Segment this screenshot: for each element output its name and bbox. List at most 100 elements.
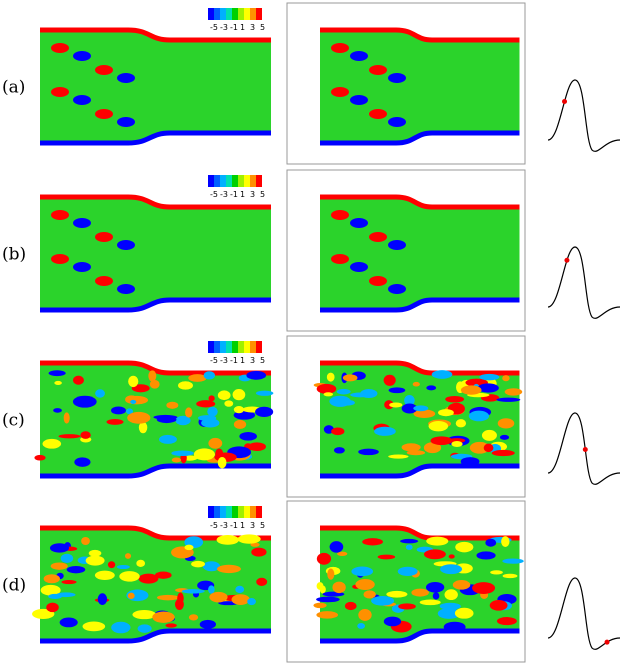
vortex	[165, 623, 177, 628]
colorbar-swatch	[208, 8, 214, 20]
colorbar-swatch	[238, 341, 244, 353]
vortex	[178, 381, 193, 390]
vortex	[426, 536, 449, 546]
vortex	[377, 554, 396, 560]
colorbar-swatch	[208, 506, 214, 518]
vortex	[117, 240, 135, 250]
vortex	[72, 375, 84, 385]
row: (b) -5 -3 -1 1 3 5	[2, 169, 621, 332]
vortex	[331, 87, 349, 97]
vortex	[502, 573, 518, 579]
vortex	[217, 456, 227, 469]
vortex	[43, 574, 60, 584]
vortex	[95, 389, 105, 398]
vortex	[483, 443, 494, 453]
vortex	[193, 448, 215, 461]
vortex	[386, 590, 408, 598]
vortex	[117, 284, 135, 294]
vortex	[388, 240, 406, 250]
row: (d) -5 -3 -1 1 3 5	[2, 500, 621, 663]
vortex	[154, 571, 172, 579]
vortex	[127, 411, 151, 424]
vortex	[384, 400, 394, 410]
colorbar-swatch	[214, 506, 220, 518]
vortex	[316, 596, 340, 603]
vortex	[166, 401, 179, 409]
vortex	[350, 262, 368, 272]
vortex	[137, 624, 152, 633]
colorbar-swatch	[214, 341, 220, 353]
vortex	[468, 410, 490, 422]
vortex	[388, 284, 406, 294]
vortex	[233, 406, 245, 414]
vortex	[248, 442, 266, 451]
vortex	[191, 560, 205, 568]
vortex	[196, 400, 216, 408]
vortex	[138, 421, 148, 434]
vortex	[374, 426, 396, 436]
vortex	[326, 372, 335, 382]
colorbar-swatch	[250, 341, 256, 353]
vortex	[423, 549, 446, 560]
colorbar-tick: -1	[230, 190, 238, 199]
vortex	[331, 210, 349, 220]
vortex	[256, 577, 268, 586]
vortex	[411, 588, 429, 597]
vortex	[358, 609, 372, 621]
phase-marker	[582, 446, 588, 452]
vortex	[439, 602, 461, 610]
colorbar-tick: -1	[230, 356, 238, 365]
vortex	[59, 617, 78, 628]
colorbar-tick: -5	[210, 23, 218, 32]
vortex	[106, 418, 124, 425]
vortex	[250, 542, 260, 547]
colorbar-tick: 5	[260, 190, 265, 199]
row-label: (c)	[2, 411, 25, 431]
vortex	[389, 402, 403, 408]
vortex	[451, 440, 463, 448]
colorbar-swatch	[244, 175, 250, 187]
vortex	[445, 395, 465, 403]
colorbar-tick: -3	[220, 23, 228, 32]
vortex	[251, 547, 267, 557]
vortex	[49, 543, 70, 553]
colorbar-tick: 3	[250, 23, 255, 32]
vortex	[117, 117, 135, 127]
vortex	[73, 95, 91, 105]
vortex	[504, 388, 523, 396]
vortex	[371, 595, 395, 606]
vortex	[360, 389, 378, 399]
vortex	[153, 414, 178, 420]
vortex	[199, 619, 216, 629]
vortex	[383, 616, 402, 627]
vortex	[94, 570, 115, 580]
colorbar-swatch	[244, 506, 250, 518]
vortex	[246, 370, 267, 380]
vortex	[209, 591, 228, 603]
vortex	[454, 607, 474, 619]
colorbar-tick: 1	[240, 521, 245, 530]
vortex	[388, 454, 409, 459]
vortex	[405, 544, 413, 550]
vortex	[357, 623, 366, 629]
vortex	[455, 541, 474, 553]
vortex	[95, 65, 113, 75]
vortex	[207, 406, 218, 417]
vortex	[496, 617, 517, 626]
colorbar-swatch	[256, 175, 262, 187]
vortex	[350, 51, 368, 61]
phase-marker	[564, 257, 570, 263]
row-label: (d)	[2, 576, 26, 596]
vortex	[388, 73, 406, 83]
row-label: (a)	[2, 78, 25, 98]
flow-domain	[40, 195, 271, 312]
colorbar-tick: -3	[220, 521, 228, 530]
row: (c) -5 -3 -1 1 3 5	[2, 335, 621, 498]
vortex	[489, 600, 508, 611]
vortex	[337, 551, 348, 556]
vortex	[490, 570, 503, 575]
row-label: (b)	[2, 245, 26, 265]
vortex	[329, 541, 344, 553]
vortex	[73, 262, 91, 272]
